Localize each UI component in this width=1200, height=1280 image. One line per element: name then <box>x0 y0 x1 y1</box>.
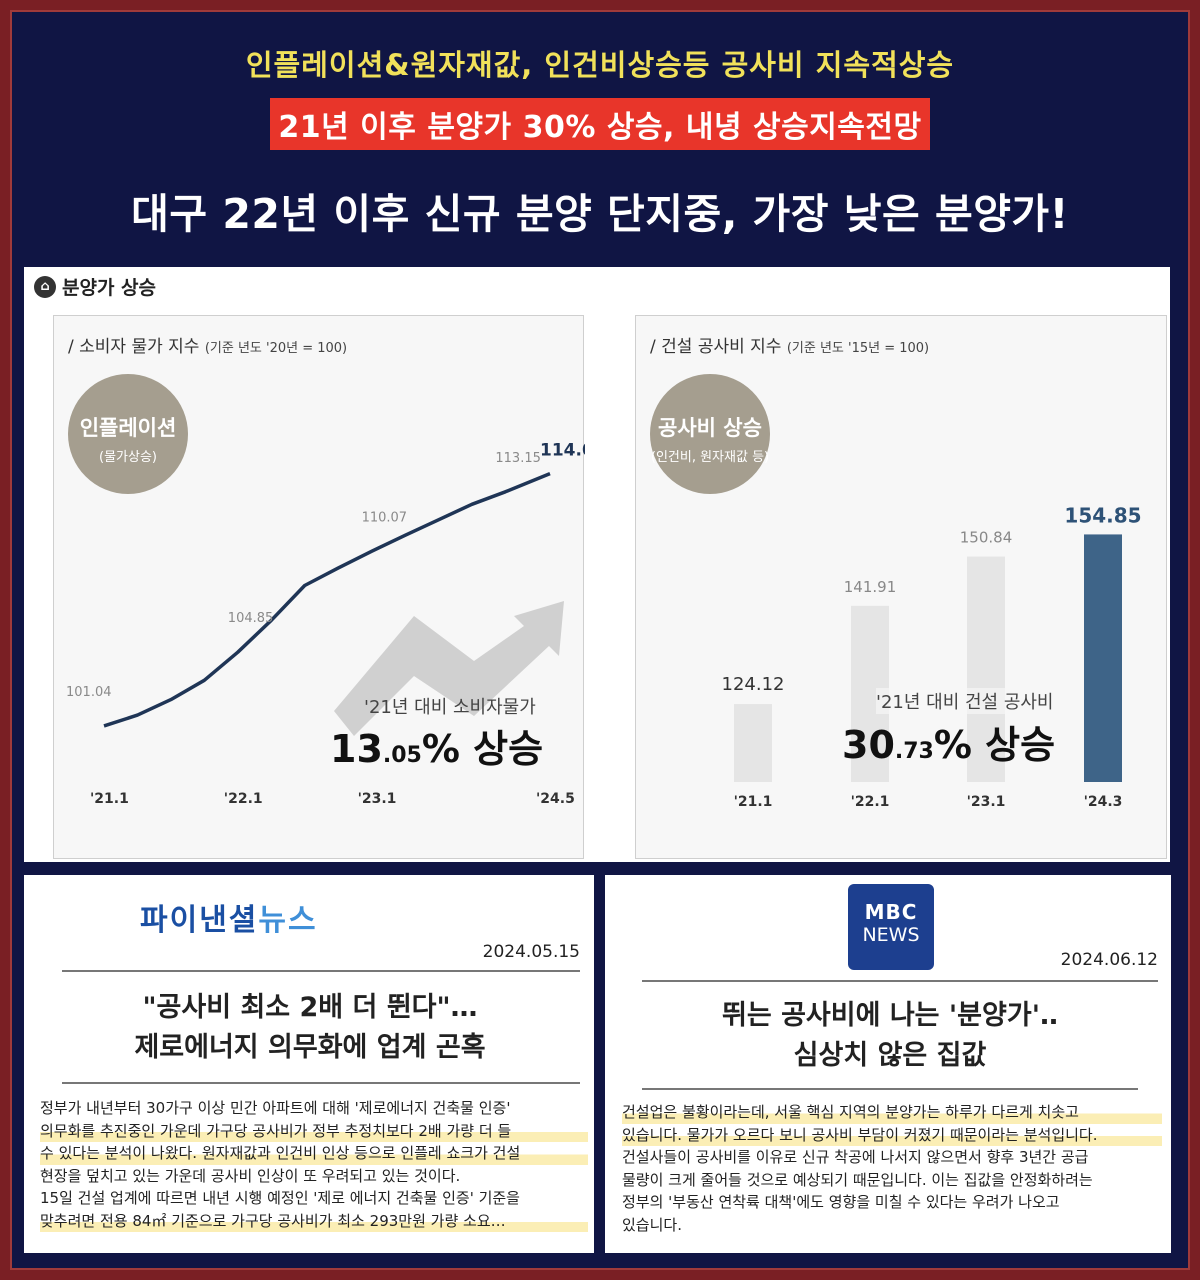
headline-highlight: 21년 이후 분양가 30% 상승, 내녕 상승지속전망 <box>270 98 930 150</box>
news-body-line: 정부의 '부동산 연착륙 대책'에도 영향을 미칠 수 있다는 우려가 나오고 <box>622 1193 1060 1211</box>
cpi-chart-title: / 소비자 물가 지수 (기준 년도 '20년 = 100) <box>68 337 348 357</box>
news-body-line: 15일 건설 업계에 따르면 내년 시행 예정인 '제로 에너지 건축물 인증'… <box>40 1189 520 1207</box>
cost-bar-value-label: 141.91 <box>844 578 897 596</box>
cost-chart-card: / 건설 공사비 지수 (기준 년도 '15년 = 100) 공사비 상승 (인… <box>635 315 1167 859</box>
cpi-point-label: 110.07 <box>362 510 408 525</box>
cost-bar-value-label: 124.12 <box>722 674 785 695</box>
news-body-line: 건설사들이 공사비를 이유로 신규 착공에 나서지 않으면서 향후 3년간 공급 <box>622 1148 1089 1166</box>
section-title-label: 분양가 상승 <box>62 277 157 299</box>
cpi-series-line <box>103 471 551 728</box>
cpi-point-label: 104.85 <box>228 611 273 626</box>
cpi-callout-label: '21년 대비 소비자물가 <box>364 697 536 718</box>
news-left-date: 2024.05.15 <box>482 942 580 962</box>
news-left-rule-bottom <box>62 1082 580 1084</box>
news-right-body: 건설업은 불황이라는데, 서울 핵심 지역의 분양가는 하루가 다르게 치솟고 있… <box>622 1101 1162 1236</box>
news-left-body: 정부가 내년부터 30가구 이상 민간 아파트에 대해 '제로에너지 건축물 인… <box>40 1097 588 1232</box>
section-title: ⌂ 분양가 상승 <box>34 273 156 300</box>
cpi-point-label: 113.15 <box>495 451 541 466</box>
cpi-chart-card: / 소비자 물가 지수 (기준 년도 '20년 = 100) 인플레이션 (물가… <box>53 315 585 859</box>
cpi-point-label: 114.09 <box>540 441 585 461</box>
news-body-line: 있습니다. 물가가 오르다 보니 공사비 부담이 커졌기 때문이라는 분석입니다… <box>622 1123 1162 1146</box>
cost-rise-badge: 공사비 상승 (인건비, 원자재값 등) <box>650 374 770 494</box>
news-body-line: 의무화를 추진중인 가운데 가구당 공사비가 정부 추정치보다 2배 가량 더 … <box>40 1119 588 1142</box>
cost-bar-chart: 124.12 '21.1 141.91 '22.1 150.84 '23.1 154.85 '… <box>722 503 1142 810</box>
cost-x-tick-label: '24.3 <box>1084 794 1123 810</box>
financial-news-logo: 파이낸셜뉴스 <box>140 903 318 938</box>
news-body-line: 수 있다는 분석이 나왔다. 원자재값과 인건비 인상 등으로 인플레 쇼크가 … <box>40 1142 588 1165</box>
news-left-headline[interactable]: "공사비 최소 2배 더 뛴다"… 제로에너지 의무화에 업계 곤혹 <box>134 992 486 1063</box>
cost-bar <box>734 704 772 782</box>
cpi-callout-value: 13.05% 상승 <box>330 727 544 771</box>
cost-x-tick-label: '23.1 <box>967 794 1006 810</box>
cost-callout-label: '21년 대비 건설 공사비 <box>876 688 1054 714</box>
cost-chart-title: / 건설 공사비 지수 (기준 년도 '15년 = 100) <box>650 337 930 357</box>
mbc-news-logo: MBC NEWS <box>848 884 934 970</box>
cpi-x-tick-label: '21.1 <box>90 791 129 807</box>
cpi-point-label: 101.04 <box>66 685 112 700</box>
cpi-x-tick-label: '23.1 <box>358 791 397 807</box>
cost-bar <box>1084 534 1122 782</box>
cpi-x-tick-label: '24.5 <box>536 791 575 807</box>
news-card-financial[interactable] <box>24 875 594 1253</box>
news-body-line: 현장을 덮치고 있는 가운데 공사비 인상이 또 우려되고 있는 것이다. <box>40 1166 461 1185</box>
cost-x-tick-label: '22.1 <box>851 794 890 810</box>
news-body-line: 물량이 크게 줄어들 것으로 예상되기 때문입니다. 이는 집값을 안정화하려는 <box>622 1170 1093 1189</box>
cost-bar <box>967 556 1005 782</box>
cost-callout-value: 30.73% 상승 <box>842 723 1056 767</box>
house-icon: ⌂ <box>34 275 56 298</box>
price-rise-panel: ⌂ 분양가 상승 / 소비자 물가 지수 (기준 년도 '20년 = 100) … <box>24 267 1170 862</box>
cost-bar-value-label: 150.84 <box>960 529 1013 547</box>
cpi-x-tick-label: '22.1 <box>224 791 263 807</box>
inflation-badge: 인플레이션 (물가상승) <box>68 374 188 494</box>
news-right-rule-top <box>642 980 1158 982</box>
news-body-line: 건설업은 불황이라는데, 서울 핵심 지역의 분양가는 하루가 다르게 치솟고 <box>622 1101 1162 1124</box>
trend-arrow-graphic <box>334 601 564 736</box>
headline-top: 인플레이션&원자재값, 인건비상승등 공사비 지속적상승 <box>245 48 955 82</box>
news-right-date: 2024.06.12 <box>1060 950 1158 970</box>
news-right-rule-bottom <box>642 1088 1138 1090</box>
cost-x-tick-label: '21.1 <box>734 794 773 810</box>
news-body-line: 맞추려면 전용 84㎡ 기준으로 가구당 공사비가 최소 293만원 가량 소요… <box>40 1209 588 1232</box>
headline-main: 대구 22년 이후 신규 분양 단지중, 가장 낮은 분양가! <box>131 190 1069 238</box>
news-right-headline[interactable]: 뛰는 공사비에 나는 '분양가'‥ 심상치 않은 집값 <box>722 1000 1058 1071</box>
news-body-line: 정부가 내년부터 30가구 이상 민간 아파트에 대해 '제로에너지 건축물 인… <box>40 1099 511 1117</box>
news-body-line: 있습니다. <box>622 1215 682 1234</box>
cost-bar-value-label: 154.85 <box>1064 503 1141 527</box>
news-left-rule-top <box>62 970 580 972</box>
